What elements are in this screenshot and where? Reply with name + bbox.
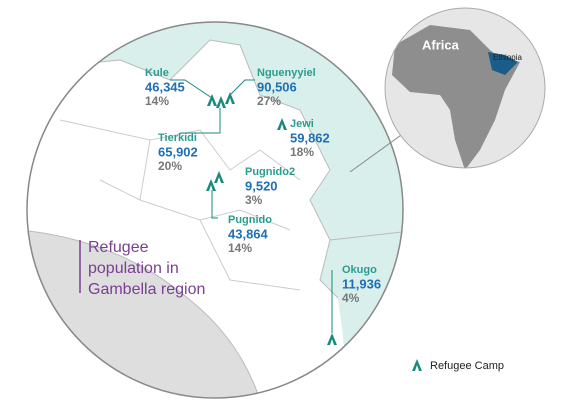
camp-population: 65,902 (158, 144, 198, 159)
camp-name: Jewi (290, 118, 314, 130)
inset-frame (384, 7, 546, 169)
legend-icon (412, 359, 422, 371)
camp-population: 90,506 (257, 79, 297, 94)
camp-population: 11,936 (342, 276, 381, 291)
camp-population: 46,345 (145, 79, 185, 94)
map-frame (26, 21, 404, 399)
camp-population: 9,520 (245, 178, 278, 193)
camp-share: 4% (342, 291, 360, 305)
camp-population: 43,864 (228, 226, 269, 241)
camp-name: Nguenyyiel (257, 67, 316, 79)
title: population in (88, 260, 179, 277)
camp-share: 14% (228, 241, 252, 255)
camp-labels: Kule46,34514%Nguenyyiel90,50627%Tierkidi… (145, 67, 381, 305)
camp-name: Pugnido2 (245, 166, 295, 178)
camp-name: Kule (145, 67, 169, 79)
inset-map (385, 8, 545, 168)
leader-lines (170, 79, 333, 333)
camp-share: 14% (145, 94, 169, 108)
title: Refugee (88, 239, 149, 256)
camp-share: 27% (257, 94, 281, 108)
region-map (27, 22, 403, 398)
continent-label: Africa (422, 37, 460, 52)
camp-name: Pugnido (228, 214, 272, 226)
camp-name: Okugo (342, 264, 377, 276)
camp-share: 20% (158, 159, 182, 173)
camp-name: Tierkidi (158, 132, 197, 144)
legend-label: Refugee Camp (430, 360, 504, 372)
title: Gambella region (88, 281, 205, 298)
camp-share: 18% (290, 145, 314, 159)
camp-population: 59,862 (290, 130, 330, 145)
country-label: Ethiopia (493, 53, 522, 62)
camp-share: 3% (245, 193, 263, 207)
